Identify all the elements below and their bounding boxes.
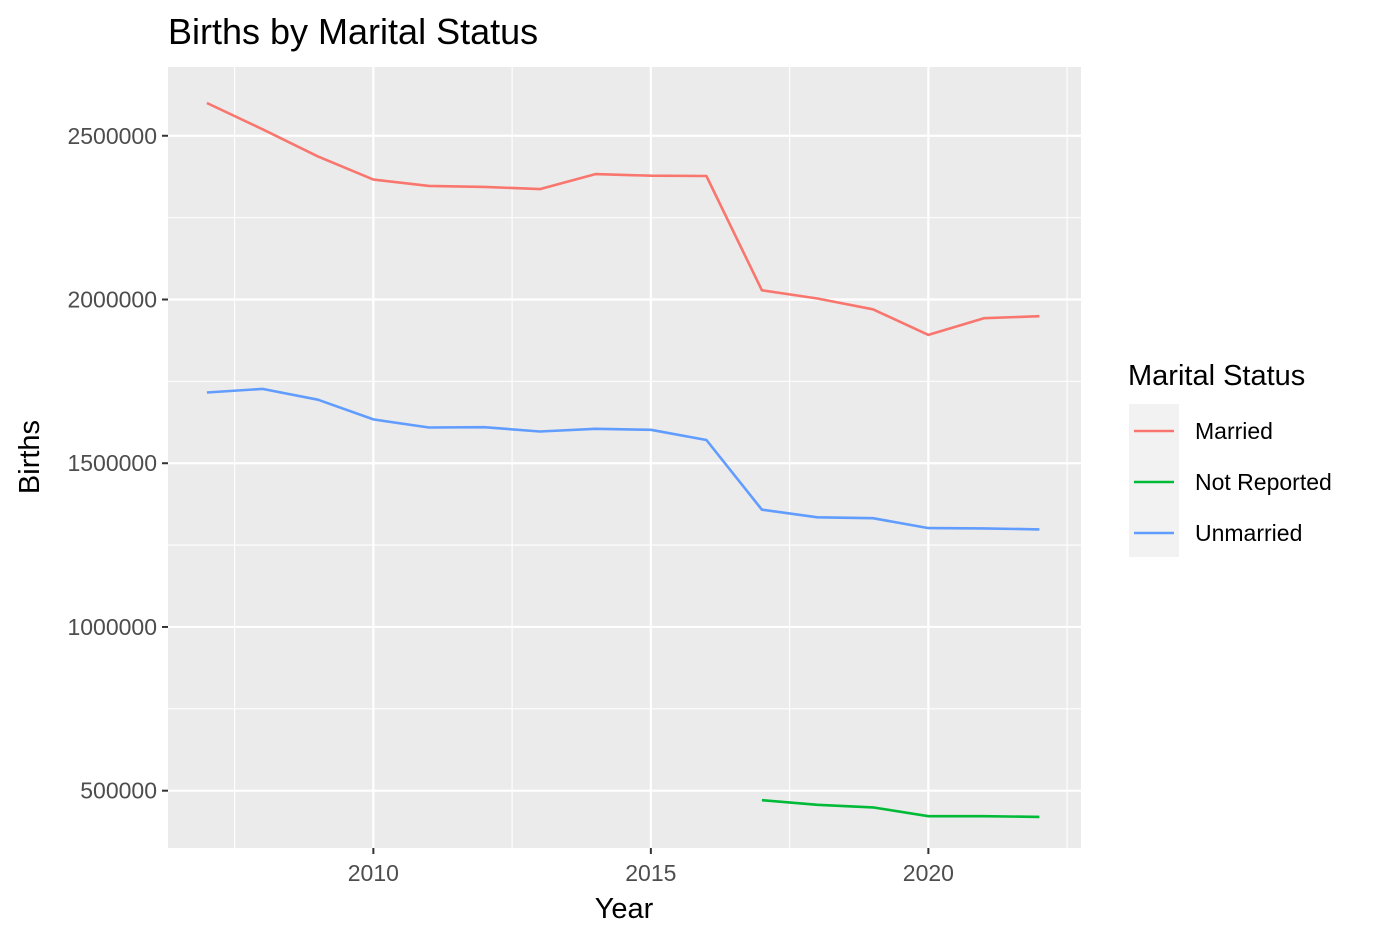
x-axis: 2010 2015 2020 — [348, 848, 954, 886]
y-tick-label: 1000000 — [67, 614, 157, 640]
series-line-unmarried — [206, 387, 1040, 531]
major-gridlines — [168, 67, 1081, 848]
y-tick-label: 2000000 — [67, 286, 157, 312]
y-tick-label: 500000 — [80, 778, 157, 804]
x-tick-label: 2015 — [625, 860, 676, 886]
plot-panel — [168, 67, 1081, 848]
legend-label-unmarried: Unmarried — [1195, 520, 1302, 546]
chart-title: Births by Marital Status — [168, 11, 538, 52]
legend-label-married: Married — [1195, 418, 1273, 444]
series-line-not-reported — [761, 798, 1040, 819]
legend-key-background — [1129, 404, 1179, 557]
series-line-married — [206, 101, 1040, 337]
minor-gridlines — [168, 67, 1081, 848]
series-lines — [206, 101, 1040, 819]
y-tick-label: 1500000 — [67, 450, 157, 476]
legend: Marital Status Married Not Reported Unmarr… — [1128, 360, 1332, 557]
y-tick-label: 2500000 — [67, 123, 157, 149]
x-tick-label: 2020 — [903, 860, 954, 886]
legend-title: Marital Status — [1128, 360, 1305, 392]
x-tick-label: 2010 — [348, 860, 399, 886]
y-axis: 500000 1000000 1500000 2000000 2500000 — [67, 123, 168, 804]
y-axis-title: Births — [14, 420, 46, 494]
legend-label-not-reported: Not Reported — [1195, 469, 1332, 495]
x-axis-title: Year — [595, 893, 654, 925]
